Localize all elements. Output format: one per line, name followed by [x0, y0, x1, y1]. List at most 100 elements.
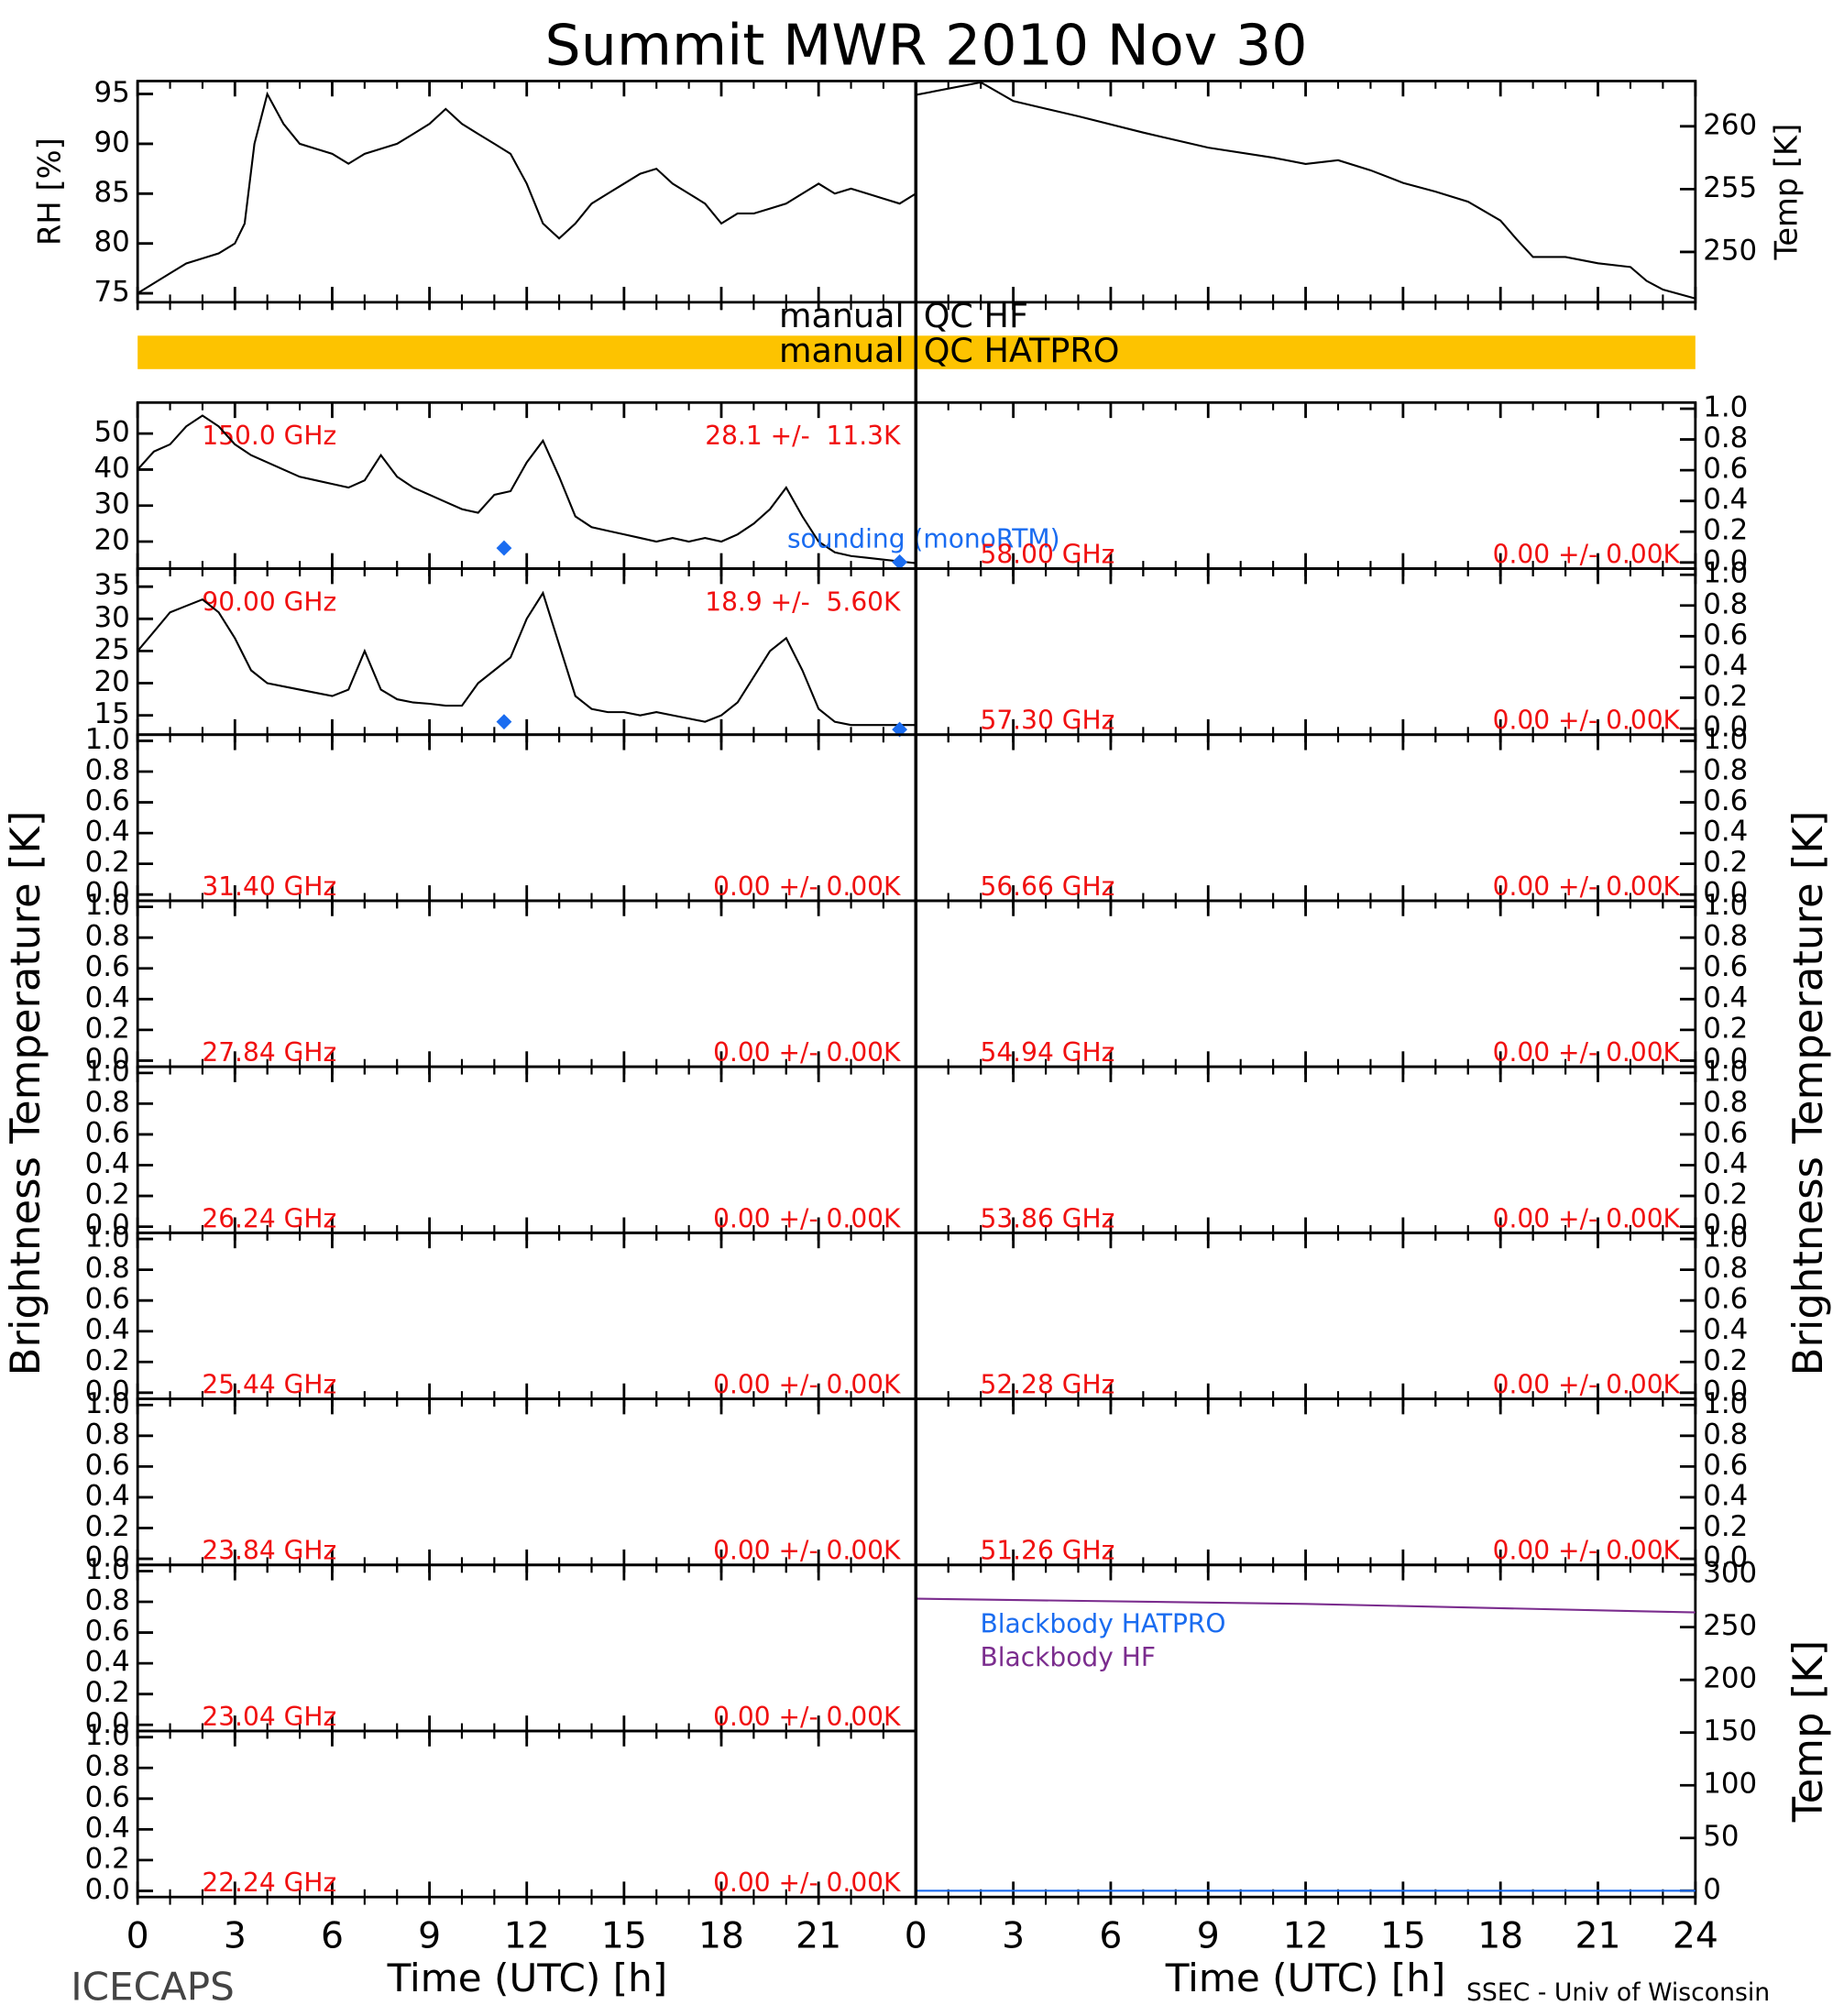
x-axis-label: Time (UTC) [h] [387, 1956, 668, 2000]
y-tick-label: 40 [93, 452, 129, 485]
qc-label: manual [779, 331, 905, 370]
y-tick-label: 0.2 [85, 1510, 130, 1543]
y-tick-label: 0.4 [1703, 483, 1748, 516]
y-tick-label: 0.4 [85, 816, 130, 849]
y-tick-label: 0.4 [85, 1646, 130, 1679]
y-tick-label: 1.0 [1703, 557, 1748, 590]
channel-label: 90.00 GHz [202, 586, 336, 617]
y-tick-label: 100 [1703, 1768, 1757, 1801]
data-line [916, 81, 1696, 300]
y-tick-label: 0.2 [85, 1344, 130, 1377]
y-tick-label: 1.0 [1703, 1387, 1748, 1420]
right-axis-label: Brightness Temperature [K] [1784, 811, 1832, 1376]
page-title: Summit MWR 2010 Nov 30 [545, 12, 1308, 78]
y-tick-label: 0.2 [1703, 680, 1748, 713]
x-tick-label: 18 [698, 1916, 744, 1957]
y-tick-label: 30 [93, 601, 129, 634]
y-tick-label: 0.8 [1703, 587, 1748, 620]
y-tick-label: 0.0 [85, 1541, 130, 1574]
x-tick-label: 12 [1283, 1916, 1329, 1957]
legend-entry: Blackbody HF [980, 1642, 1155, 1672]
y-tick-label: 0.2 [85, 1178, 130, 1211]
left-axis-label: Brightness Temperature [K] [1, 811, 49, 1376]
y-tick-label: 1.0 [85, 1553, 130, 1586]
channel-label: 23.04 GHz [202, 1702, 336, 1732]
sounding-marker [892, 721, 908, 738]
footer-right: SSEC - Univ of Wisconsin [1466, 1978, 1770, 2007]
y-tick-label: 35 [93, 569, 129, 602]
y-tick-label: 0.6 [85, 950, 130, 983]
channel-label: 23.84 GHz [202, 1536, 336, 1566]
channel-label: 22.24 GHz [202, 1868, 336, 1898]
y-tick-label: 0.6 [1703, 1116, 1748, 1149]
channel-stats: 0.00 +/- 0.00K [713, 1203, 901, 1233]
y-tick-label: 0.2 [1703, 514, 1748, 547]
channel-label: 56.66 GHz [980, 871, 1114, 902]
y-tick-label: 15 [93, 697, 129, 730]
channel-label: 31.40 GHz [202, 871, 336, 902]
y-tick-label: 0.8 [85, 1418, 130, 1451]
y-tick-label: 0.4 [85, 1147, 130, 1180]
y-tick-label: 0.2 [85, 1012, 130, 1045]
y-tick-label: 0.0 [1703, 1375, 1748, 1408]
channel-stats: 0.00 +/- 0.00K [713, 1037, 901, 1068]
y-tick-label: 1.0 [85, 1055, 130, 1088]
x-tick-label: 0 [126, 1916, 149, 1957]
y-tick-label: 0.0 [1703, 1043, 1748, 1076]
y-tick-label: 260 [1703, 108, 1757, 141]
y-tick-label: 0.6 [1703, 1449, 1748, 1482]
y-tick-label: 0.6 [85, 1116, 130, 1149]
y-tick-label: 250 [1703, 1609, 1757, 1642]
y-tick-label: 85 [93, 176, 129, 209]
y-tick-label: 1.0 [85, 1719, 130, 1752]
x-tick-label: 24 [1673, 1916, 1718, 1957]
y-tick-label: 0.0 [85, 1043, 130, 1076]
y-axis-label: Temp [K] [1784, 1640, 1832, 1823]
y-tick-label: 0.6 [85, 1283, 130, 1316]
y-tick-label: 0.4 [1703, 816, 1748, 849]
y-tick-label: 0.6 [1703, 619, 1748, 652]
y-tick-label: 1.0 [1703, 889, 1748, 922]
channel-stats: 0.00 +/- 0.00K [713, 1536, 901, 1566]
y-tick-label: 95 [93, 76, 129, 109]
y-tick-label: 1.0 [1703, 391, 1748, 424]
y-tick-label: 50 [93, 416, 129, 449]
y-tick-label: 0.4 [85, 1313, 130, 1346]
y-tick-label: 0.2 [1703, 1012, 1748, 1045]
y-tick-label: 0.6 [85, 784, 130, 817]
y-tick-label: 0.8 [85, 1750, 130, 1783]
channel-stats: 0.00 +/- 0.00K [713, 1370, 901, 1400]
x-tick-label: 18 [1477, 1916, 1523, 1957]
data-line [916, 1597, 1696, 1614]
channel-label: 54.94 GHz [980, 1037, 1114, 1068]
x-tick-label: 6 [1099, 1916, 1122, 1957]
channel-stats: 0.00 +/- 0.00K [1493, 871, 1681, 902]
y-tick-label: 75 [93, 276, 129, 309]
x-tick-label: 9 [418, 1916, 441, 1957]
y-tick-label: 1.0 [85, 889, 130, 922]
y-tick-label: 0.8 [85, 1086, 130, 1119]
y-tick-label: 0.2 [1703, 1510, 1748, 1543]
footer-left: ICECAPS [71, 1965, 235, 2010]
channel-stats: 28.1 +/- 11.3K [705, 421, 901, 451]
channel-stats: 18.9 +/- 5.60K [705, 586, 901, 617]
channel-label: 27.84 GHz [202, 1037, 336, 1068]
y-tick-label: 0.4 [1703, 981, 1748, 1014]
channel-stats: 0.00 +/- 0.00K [713, 1702, 901, 1732]
y-tick-label: 90 [93, 126, 129, 159]
y-tick-label: 0.0 [1703, 1209, 1748, 1242]
channel-label: 57.30 GHz [980, 706, 1114, 736]
y-tick-label: 150 [1703, 1715, 1757, 1748]
data-line [137, 91, 916, 294]
y-tick-label: 0.8 [1703, 422, 1748, 455]
y-tick-label: 0.2 [85, 1676, 130, 1709]
x-tick-label: 0 [905, 1916, 927, 1957]
y-tick-label: 0.2 [85, 1842, 130, 1875]
x-axis-label: Time (UTC) [h] [1165, 1956, 1446, 2000]
y-tick-label: 0.6 [85, 1780, 130, 1813]
channel-stats: 0.00 +/- 0.00K [713, 871, 901, 902]
y-axis-label: Temp [K] [1768, 124, 1804, 261]
y-tick-label: 0.0 [1703, 544, 1748, 577]
y-tick-label: 0.8 [1703, 1252, 1748, 1285]
